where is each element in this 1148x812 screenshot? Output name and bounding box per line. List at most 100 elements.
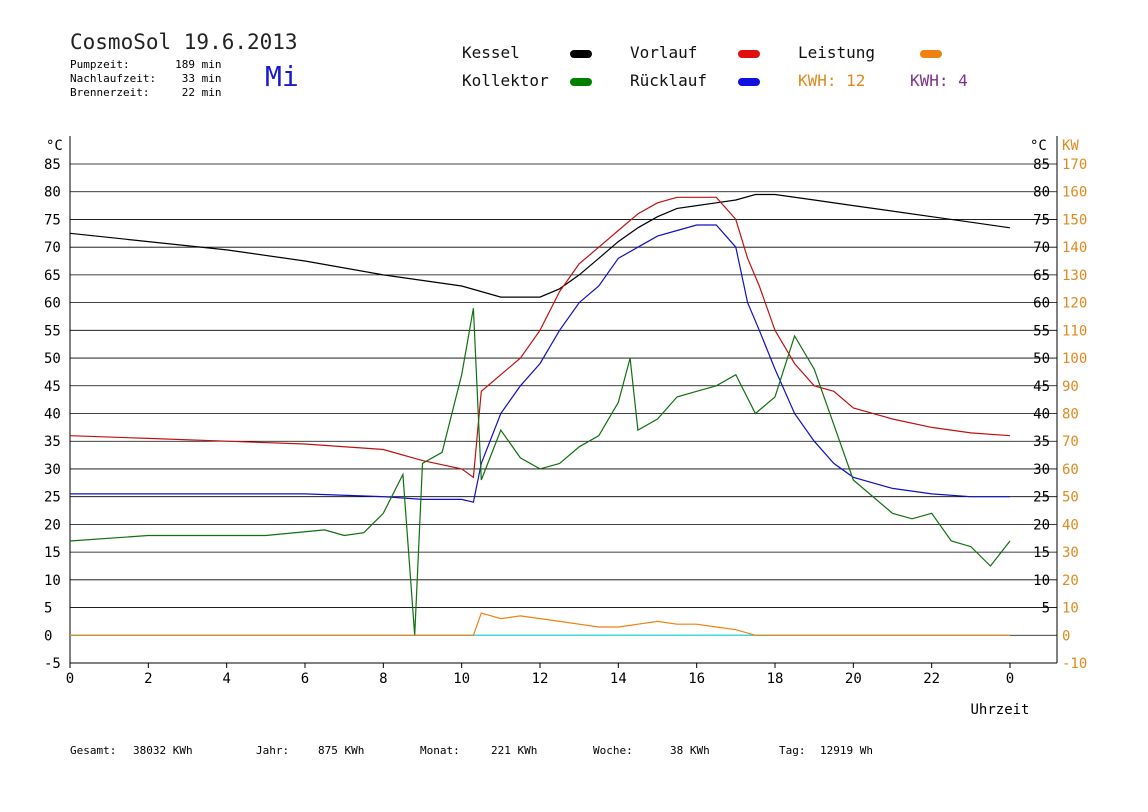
y-tick-label-right-c: 70 <box>1033 240 1050 256</box>
y-tick-label-right-kw: 20 <box>1062 573 1079 589</box>
y-tick-label-right-c: 45 <box>1033 379 1050 395</box>
x-tick-label: 4 <box>222 671 230 687</box>
y-axis-unit-right-kw: KW <box>1062 138 1079 154</box>
y-tick-label-right-kw: 150 <box>1062 212 1087 228</box>
y-tick-label-left: 80 <box>44 185 61 201</box>
stat-label: Brennerzeit: <box>70 86 150 99</box>
y-tick-label-left: 50 <box>44 351 61 367</box>
x-tick-label: 18 <box>767 671 784 687</box>
y-tick-label-left: 65 <box>44 268 61 284</box>
x-tick-label: 10 <box>453 671 470 687</box>
stat-label: Nachlaufzeit: <box>70 72 157 85</box>
x-tick-label: 6 <box>301 671 309 687</box>
y-tick-label-right-c: 30 <box>1033 462 1050 478</box>
stat-value: 22 <box>181 86 195 99</box>
y-tick-label-left: 15 <box>44 545 61 561</box>
series-line-kollektor <box>69 308 1011 636</box>
x-tick-label: 22 <box>923 671 940 687</box>
y-tick-label-right-kw: 0 <box>1062 628 1070 644</box>
stat-unit: min <box>201 86 222 99</box>
legend-vorlauf-label: Vorlauf <box>630 43 698 62</box>
x-tick-label: 14 <box>610 671 627 687</box>
total-woche-label: Woche: <box>593 744 633 757</box>
total-gesamt-value: 38032 KWh <box>133 744 193 757</box>
y-tick-label-right-c: 80 <box>1033 185 1050 201</box>
stat-value: 189 <box>175 58 195 71</box>
y-tick-label-right-kw: -10 <box>1062 656 1087 672</box>
y-tick-label-right-kw: 110 <box>1062 323 1087 339</box>
y-tick-label-left: 45 <box>44 379 61 395</box>
total-tag-value: 12919 Wh <box>820 744 873 757</box>
legend-kessel-label: Kessel <box>462 43 520 62</box>
y-tick-label-right-kw: 70 <box>1062 434 1079 450</box>
y-tick-label-right-c: 35 <box>1033 434 1050 450</box>
stat-brennerzeit: Brennerzeit: 22 min <box>70 86 222 99</box>
y-tick-label-right-c: 40 <box>1033 407 1050 423</box>
y-tick-label-left: 30 <box>44 462 61 478</box>
weekday-label: Mi <box>265 60 299 93</box>
total-woche-value: 38 KWh <box>670 744 710 757</box>
legend-leistung-label: Leistung <box>798 43 876 62</box>
y-axis-unit-right-c: °C <box>1030 138 1047 154</box>
y-axis-unit-left: °C <box>46 138 63 154</box>
y-tick-label-left: 5 <box>44 601 52 617</box>
legend-kessel-swatch <box>570 50 592 58</box>
total-gesamt-label: Gesamt: <box>70 744 117 757</box>
y-tick-label-left: 25 <box>44 490 61 506</box>
y-tick-label-right-c: 65 <box>1033 268 1050 284</box>
y-tick-label-right-kw: 50 <box>1062 490 1079 506</box>
y-tick-label-right-c: 60 <box>1033 296 1050 312</box>
y-tick-label-right-kw: 170 <box>1062 157 1087 173</box>
y-tick-label-left: -5 <box>44 656 61 672</box>
x-tick-label: 8 <box>379 671 387 687</box>
y-tick-label-right-kw: 140 <box>1062 240 1087 256</box>
y-tick-label-right-c: 15 <box>1033 545 1050 561</box>
stat-label: Pumpzeit: <box>70 58 130 71</box>
y-tick-label-right-c: 55 <box>1033 323 1050 339</box>
y-tick-label-right-kw: 80 <box>1062 407 1079 423</box>
y-tick-label-left: 55 <box>44 323 61 339</box>
x-tick-label: 2 <box>144 671 152 687</box>
legend-kwh-12: KWH: 12 <box>798 71 866 90</box>
stat-unit: min <box>201 58 222 71</box>
y-tick-label-left: 35 <box>44 434 61 450</box>
legend-vorlauf-swatch <box>738 50 760 58</box>
chart-title: CosmoSol 19.6.2013 <box>70 30 298 54</box>
y-tick-label-right-kw: 30 <box>1062 545 1079 561</box>
y-tick-label-left: 70 <box>44 240 61 256</box>
series-line-rücklauf <box>70 224 1010 503</box>
x-tick-label: 12 <box>532 671 549 687</box>
x-tick-label: 0 <box>66 671 74 687</box>
y-tick-label-right-kw: 160 <box>1062 185 1087 201</box>
y-tick-label-left: 75 <box>44 212 61 228</box>
total-jahr-label: Jahr: <box>256 744 290 757</box>
y-tick-label-right-kw: 60 <box>1062 462 1079 478</box>
total-tag-label: Tag: <box>779 744 806 757</box>
total-monat-label: Monat: <box>420 744 460 757</box>
x-tick-label: 16 <box>688 671 705 687</box>
series-line-kessel <box>69 193 1011 298</box>
legend-leistung-swatch <box>920 50 942 58</box>
x-tick-label: 0 <box>1006 671 1014 687</box>
series-line-leistung <box>70 612 1010 636</box>
y-tick-label-left: 60 <box>44 296 61 312</box>
x-tick-label: 20 <box>845 671 862 687</box>
y-tick-label-left: 85 <box>44 157 61 173</box>
legend-kollektor-label: Kollektor <box>462 71 549 90</box>
total-jahr-value: 875 KWh <box>318 744 365 757</box>
legend-ruecklauf-swatch <box>738 78 760 86</box>
y-tick-label-left: 0 <box>44 628 52 644</box>
stat-pumpzeit: Pumpzeit: 189 min <box>70 58 222 71</box>
series-line-vorlauf <box>69 196 1011 479</box>
y-tick-label-right-c: 25 <box>1033 490 1050 506</box>
x-axis-label: Uhrzeit <box>970 702 1029 718</box>
y-tick-label-right-c: 20 <box>1033 517 1050 533</box>
legend-ruecklauf-label: Rücklauf <box>630 71 708 90</box>
stat-nachlaufzeit: Nachlaufzeit: 33 min <box>70 72 222 85</box>
y-tick-label-right-kw: 90 <box>1062 379 1079 395</box>
y-tick-label-right-c: 5 <box>1042 601 1050 617</box>
legend-kwh-4: KWH: 4 <box>910 71 968 90</box>
y-tick-label-left: 10 <box>44 573 61 589</box>
y-tick-label-right-kw: 10 <box>1062 601 1079 617</box>
